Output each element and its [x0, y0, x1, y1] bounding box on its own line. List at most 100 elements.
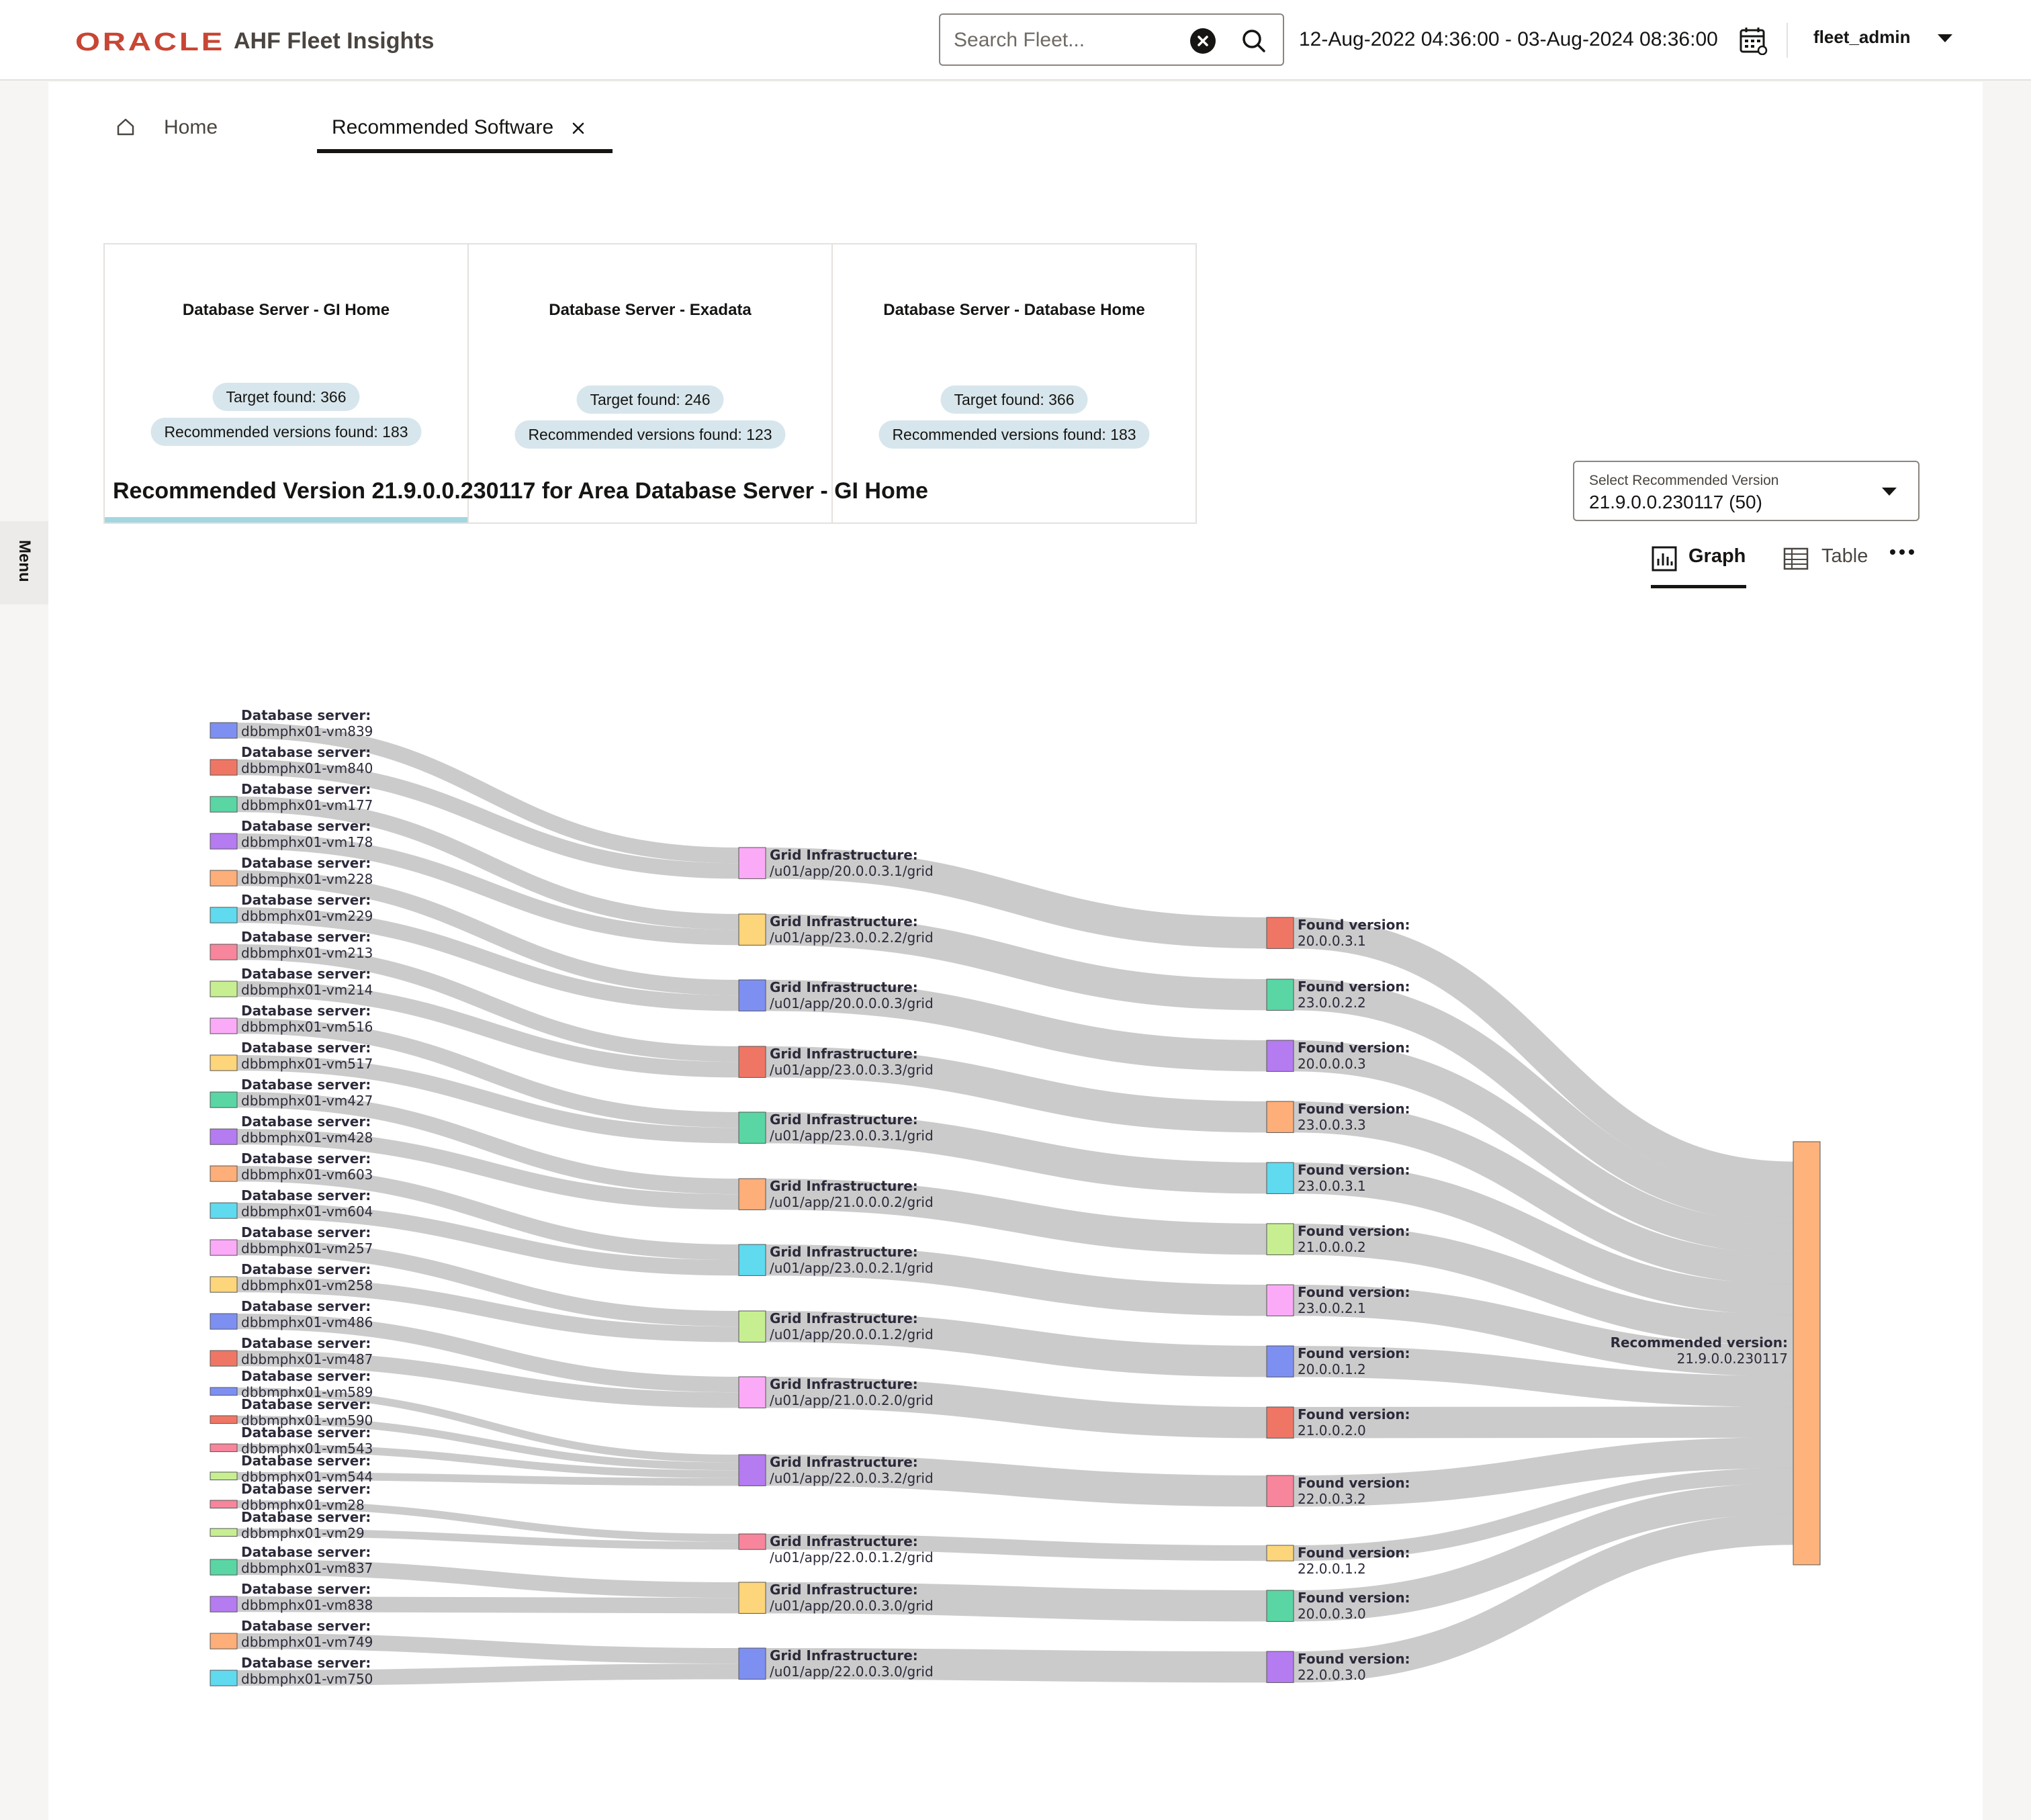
grid-infrastructure-node[interactable] — [738, 979, 766, 1011]
server-node[interactable] — [210, 870, 238, 886]
sankey-link[interactable] — [1293, 1467, 1794, 1561]
grid-infrastructure-node[interactable] — [738, 913, 766, 946]
sankey-link[interactable] — [1293, 1224, 1794, 1346]
sankey-link[interactable] — [765, 1648, 1267, 1683]
sankey-link[interactable] — [236, 1529, 739, 1550]
sankey-link[interactable] — [236, 870, 739, 996]
sankey-link[interactable] — [236, 1664, 739, 1686]
sankey-link[interactable] — [236, 1472, 739, 1486]
server-node[interactable] — [210, 1165, 238, 1182]
grid-infrastructure-node[interactable] — [738, 1310, 766, 1343]
sankey-link[interactable] — [765, 1311, 1267, 1377]
grid-infrastructure-node[interactable] — [738, 1582, 766, 1614]
sankey-link[interactable] — [1293, 1163, 1794, 1316]
sankey-link[interactable] — [236, 1277, 739, 1343]
sankey-link[interactable] — [236, 760, 739, 879]
grid-infrastructure-node[interactable] — [738, 1533, 766, 1550]
server-node[interactable] — [210, 1415, 238, 1424]
server-node[interactable] — [210, 1633, 238, 1649]
sankey-link[interactable] — [765, 1582, 1267, 1622]
server-node[interactable] — [210, 944, 238, 960]
sankey-link[interactable] — [236, 833, 739, 946]
server-node[interactable] — [210, 1239, 238, 1256]
sankey-link[interactable] — [1293, 1483, 1794, 1622]
sankey-link[interactable] — [765, 848, 1267, 949]
view-table-button[interactable]: Table — [1782, 545, 1870, 586]
server-node[interactable] — [210, 1559, 238, 1576]
sankey-link[interactable] — [236, 1351, 739, 1408]
found-version-node[interactable] — [1266, 979, 1294, 1011]
server-node[interactable] — [210, 1443, 238, 1453]
server-node[interactable] — [210, 981, 238, 997]
sankey-link[interactable] — [1293, 1040, 1794, 1255]
sankey-link[interactable] — [1293, 1101, 1794, 1285]
found-version-node[interactable] — [1266, 1545, 1294, 1561]
server-node[interactable] — [210, 1202, 238, 1219]
sankey-link[interactable] — [765, 914, 1267, 1011]
sankey-link[interactable] — [236, 1500, 739, 1542]
sankey-link[interactable] — [236, 1416, 739, 1471]
grid-infrastructure-node[interactable] — [738, 1046, 766, 1078]
found-version-node[interactable] — [1266, 1651, 1294, 1683]
server-node[interactable] — [210, 1670, 238, 1686]
sankey-link[interactable] — [236, 1596, 739, 1614]
sankey-link[interactable] — [1293, 979, 1794, 1224]
sankey-link[interactable] — [1293, 1285, 1794, 1377]
sankey-link[interactable] — [1293, 1346, 1794, 1408]
sankey-link[interactable] — [236, 1559, 739, 1598]
found-version-node[interactable] — [1266, 917, 1294, 949]
clear-circle-icon[interactable] — [1190, 28, 1216, 54]
found-version-node[interactable] — [1266, 1101, 1294, 1133]
sankey-link[interactable] — [765, 1244, 1267, 1316]
found-version-node[interactable] — [1266, 1590, 1294, 1622]
grid-infrastructure-node[interactable] — [738, 847, 766, 879]
sankey-link[interactable] — [765, 980, 1267, 1072]
grid-infrastructure-node[interactable] — [738, 1376, 766, 1408]
sankey-link[interactable] — [236, 1092, 739, 1195]
sankey-link[interactable] — [765, 1534, 1267, 1561]
server-node[interactable] — [210, 1313, 238, 1330]
card-exadata[interactable]: Database Server - Exadata Target found: … — [467, 243, 833, 524]
server-node[interactable] — [210, 759, 238, 776]
found-version-node[interactable] — [1266, 1040, 1294, 1072]
card-database-home[interactable]: Database Server - Database Home Target f… — [831, 243, 1197, 524]
close-icon[interactable] — [568, 118, 588, 138]
grid-infrastructure-node[interactable] — [738, 1244, 766, 1276]
side-menu-toggle[interactable]: Menu — [0, 521, 52, 604]
server-node[interactable] — [210, 1471, 238, 1481]
sankey-link[interactable] — [1293, 1437, 1794, 1507]
found-version-node[interactable] — [1266, 1223, 1294, 1255]
sankey-link[interactable] — [236, 723, 739, 864]
sankey-link[interactable] — [765, 1112, 1267, 1194]
server-node[interactable] — [210, 1596, 238, 1612]
server-node[interactable] — [210, 1350, 238, 1367]
sankey-link[interactable] — [236, 907, 739, 1011]
server-node[interactable] — [210, 722, 238, 739]
sankey-link[interactable] — [236, 1018, 739, 1128]
date-range[interactable]: 12-Aug-2022 04:36:00 - 03-Aug-2024 08:36… — [1299, 28, 1718, 50]
found-version-node[interactable] — [1266, 1284, 1294, 1316]
more-horizontal-icon[interactable] — [1886, 545, 1920, 572]
server-node[interactable] — [210, 1054, 238, 1071]
server-node[interactable] — [210, 1128, 238, 1145]
server-node[interactable] — [210, 907, 238, 923]
sankey-link[interactable] — [765, 1377, 1267, 1439]
sankey-link[interactable] — [1293, 1514, 1794, 1683]
tab-home[interactable]: Home — [116, 109, 218, 150]
view-graph-button[interactable]: Graph — [1651, 545, 1746, 588]
search-input[interactable] — [954, 27, 1175, 54]
sankey-link[interactable] — [765, 1179, 1267, 1255]
server-node[interactable] — [210, 833, 238, 850]
grid-infrastructure-node[interactable] — [738, 1178, 766, 1210]
oracle-logo[interactable]: ORACLE — [75, 28, 226, 56]
sankey-link[interactable] — [1293, 1406, 1794, 1439]
sankey-link[interactable] — [236, 1203, 739, 1276]
search-icon[interactable] — [1238, 26, 1269, 56]
sankey-link[interactable] — [1293, 917, 1794, 1193]
sankey-link[interactable] — [236, 1166, 739, 1261]
tab-recommended-software[interactable]: Recommended Software — [317, 109, 613, 153]
sankey-link[interactable] — [236, 797, 739, 930]
found-version-node[interactable] — [1266, 1162, 1294, 1194]
server-node[interactable] — [210, 1500, 238, 1509]
server-node[interactable] — [210, 1276, 238, 1293]
